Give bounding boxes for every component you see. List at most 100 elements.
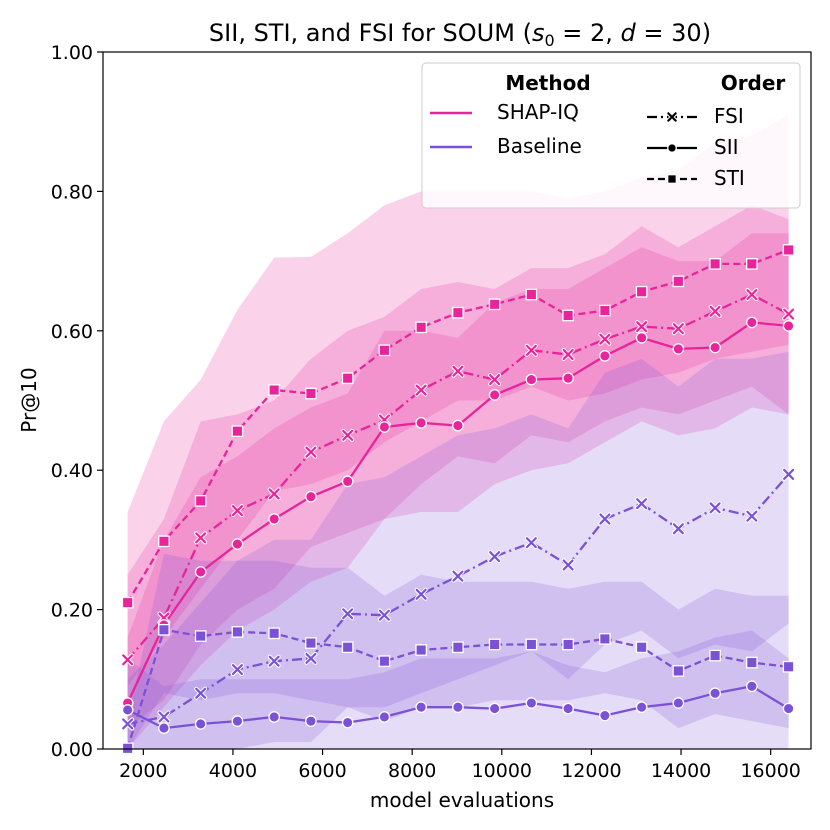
chart-title: SII, STI, and FSI for SOUM (s0 = 2, d = …	[209, 19, 711, 50]
point-baseline-sti	[378, 655, 391, 668]
point-shap-iq-sti	[415, 321, 428, 334]
point-shap-iq-sti	[562, 309, 574, 322]
point-shap-iq-fsi	[121, 653, 135, 667]
series-markers	[121, 244, 796, 755]
y-tick-label: 0.60	[51, 321, 93, 343]
point-shap-iq-fsi	[635, 320, 649, 334]
point-shap-iq-sii	[194, 566, 207, 578]
point-shap-iq-sii	[746, 316, 758, 329]
band-shap-iq-sii	[127, 233, 789, 749]
point-shap-iq-fsi	[671, 322, 685, 336]
band-shap-iq-fsi	[127, 205, 789, 729]
point-baseline-sti	[268, 627, 281, 640]
y-tick-label: 0.40	[51, 460, 93, 482]
point-baseline-fsi	[267, 654, 281, 668]
point-shap-iq-sii	[452, 419, 464, 432]
point-shap-iq-fsi	[524, 343, 538, 357]
x-tick-label: 4000	[209, 760, 257, 782]
point-shap-iq-fsi	[782, 307, 796, 321]
point-shap-iq-fsi	[488, 373, 502, 387]
legend-label-sti: STI	[714, 166, 745, 190]
x-tick-label: 8000	[388, 760, 436, 782]
point-shap-iq-fsi	[341, 428, 355, 442]
point-baseline-sti	[746, 656, 758, 669]
point-shap-iq-fsi	[745, 288, 759, 302]
legend-label-fsi: FSI	[714, 104, 744, 128]
point-baseline-fsi	[745, 509, 759, 523]
point-baseline-sii	[782, 702, 795, 715]
point-shap-iq-sii	[525, 373, 538, 386]
point-shap-iq-fsi	[561, 347, 575, 362]
point-baseline-sti	[194, 630, 207, 642]
point-shap-iq-sti	[452, 306, 464, 319]
point-shap-iq-sii	[415, 416, 428, 429]
point-baseline-sti	[782, 660, 795, 673]
point-shap-iq-sti	[268, 384, 281, 396]
x-tick-label: 12000	[561, 760, 621, 782]
point-shap-iq-sii	[562, 372, 574, 385]
point-baseline-fsi	[341, 607, 355, 621]
point-shap-iq-sii	[305, 490, 317, 503]
point-shap-iq-sti	[635, 285, 648, 298]
point-baseline-sii	[562, 702, 574, 715]
point-baseline-fsi	[194, 686, 208, 700]
y-tick-label: 0.20	[51, 600, 93, 622]
point-shap-iq-sti	[158, 535, 170, 548]
point-baseline-fsi	[524, 536, 538, 550]
legend-marker-sti	[667, 174, 677, 184]
point-shap-iq-sti	[305, 387, 317, 400]
legend-methods: SHAP-IQ Baseline	[430, 100, 582, 158]
point-shap-iq-sti	[121, 596, 134, 609]
point-baseline-sii	[672, 697, 685, 709]
point-baseline-sii	[415, 701, 428, 714]
point-baseline-sti	[709, 649, 721, 662]
point-baseline-sii	[452, 701, 464, 714]
point-baseline-sii	[341, 716, 354, 729]
legend-orders: FSI SII STI	[647, 104, 745, 190]
point-shap-iq-sii	[268, 513, 281, 525]
legend-box	[421, 62, 801, 209]
point-baseline-sti	[672, 665, 685, 677]
point-shap-iq-sti	[488, 298, 501, 311]
x-axis-ticks: 2000 4000 6000 8000 10000 12000 14000 16000	[119, 749, 801, 782]
point-shap-iq-sti	[746, 258, 758, 270]
point-baseline-sii	[746, 680, 758, 693]
point-baseline-sii	[709, 687, 721, 700]
legend-label-baseline: Baseline	[497, 134, 582, 158]
x-tick-label: 2000	[119, 760, 167, 782]
point-shap-iq-sii	[672, 343, 685, 355]
point-baseline-fsi	[377, 608, 391, 622]
y-axis-label: Pr@10	[17, 367, 41, 432]
point-baseline-sti	[525, 638, 538, 651]
point-shap-iq-sti	[672, 275, 685, 288]
point-baseline-sti	[562, 638, 574, 651]
point-baseline-sti	[158, 623, 170, 636]
point-baseline-fsi	[598, 512, 612, 526]
x-tick-label: 16000	[740, 760, 800, 782]
point-baseline-fsi	[157, 710, 171, 724]
point-shap-iq-sti	[599, 304, 611, 317]
point-baseline-fsi	[304, 651, 318, 665]
point-baseline-sti	[305, 637, 317, 649]
point-shap-iq-fsi	[194, 531, 208, 545]
legend-label-sii: SII	[714, 135, 739, 159]
x-tick-label: 6000	[298, 760, 346, 782]
point-baseline-sii	[378, 711, 391, 723]
point-baseline-fsi	[635, 497, 649, 511]
point-baseline-sti	[121, 742, 134, 755]
point-baseline-sii	[121, 704, 134, 716]
legend-marker-fsi	[666, 111, 678, 123]
point-shap-iq-sii	[709, 341, 721, 354]
point-shap-iq-sii	[599, 350, 611, 362]
point-baseline-sii	[525, 697, 538, 709]
y-tick-label: 0.00	[51, 739, 93, 761]
point-shap-iq-fsi	[598, 332, 612, 346]
point-baseline-fsi	[121, 717, 135, 731]
point-baseline-sii	[488, 702, 501, 715]
legend-method-header: Method	[505, 71, 590, 95]
point-baseline-sii	[305, 715, 317, 727]
point-baseline-fsi	[708, 501, 722, 515]
legend-marker-sii	[667, 143, 677, 153]
y-axis-ticks: 0.00 0.20 0.40 0.60 0.80 1.00	[51, 42, 103, 761]
